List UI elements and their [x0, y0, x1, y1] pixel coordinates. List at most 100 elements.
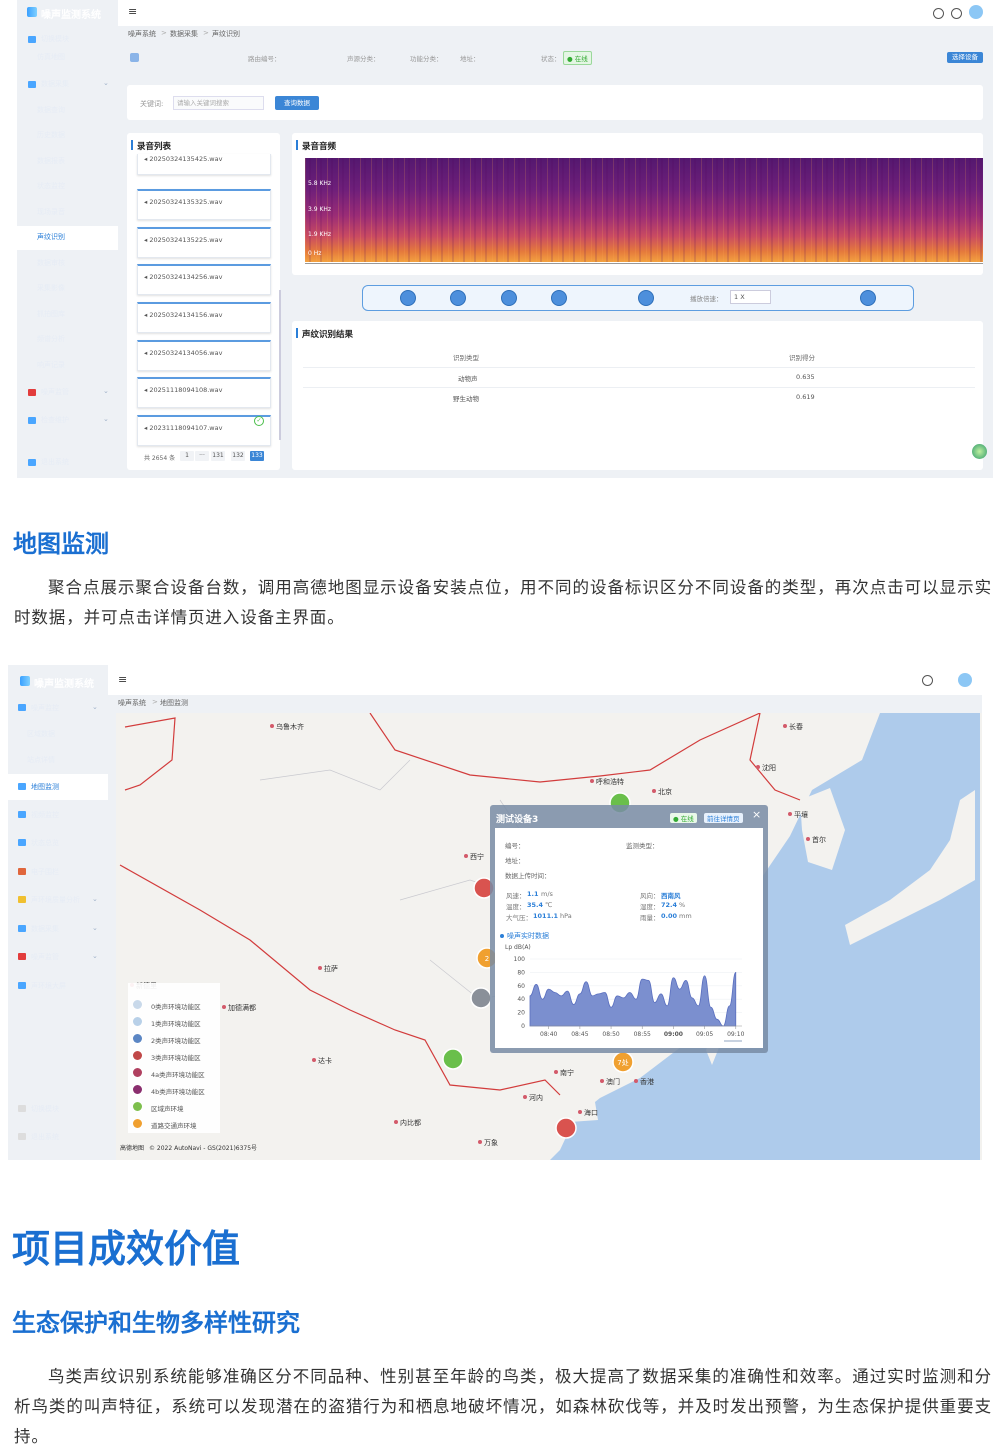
chevron: ⌄	[103, 79, 109, 87]
file-name[interactable]: ◂ 20250324134256.wav	[144, 273, 223, 281]
breadcrumb[interactable]: 地图监测	[160, 699, 188, 707]
freq-label: 0 Hz	[308, 250, 322, 257]
menu-item[interactable]: 检查维护	[41, 416, 69, 424]
file-name[interactable]: ◂ 20250324134056.wav	[144, 349, 223, 357]
breadcrumb-sep: >	[203, 29, 209, 37]
menu-item[interactable]: 历史数据	[37, 131, 65, 139]
file-item	[137, 189, 271, 220]
title-bar	[296, 328, 298, 338]
speed-select[interactable]: 1 X	[730, 290, 771, 304]
menu-item[interactable]: 频谱分析	[37, 335, 65, 343]
menu-item[interactable]: 数据审核	[37, 259, 65, 267]
menu-item[interactable]: 声纹识别	[37, 233, 65, 241]
menu-item[interactable]: 声环境质量分析	[31, 896, 80, 904]
city-label: 香港	[640, 1077, 654, 1086]
breadcrumb[interactable]: 噪声系统	[118, 699, 146, 707]
table-cell: 动物声	[458, 375, 478, 383]
file-name[interactable]: ◂ 20250324135425.wav	[144, 155, 223, 163]
legend-label: 0类声环境功能区	[151, 1003, 201, 1011]
breadcrumb[interactable]: 声纹识别	[212, 30, 240, 38]
menu-item[interactable]: 数据查询	[37, 106, 65, 114]
result-card	[292, 321, 983, 470]
menu-item[interactable]: 数据采集	[31, 925, 59, 933]
icon	[933, 8, 944, 19]
filter-label: 路由编号：	[248, 55, 281, 63]
menu-item[interactable]: 仿真地图	[37, 53, 65, 61]
page-button[interactable]: ···	[195, 451, 209, 461]
chevron: ⌄	[103, 415, 109, 423]
x-tick-label: 09:00	[664, 1031, 683, 1038]
close-button[interactable]: ×	[752, 808, 762, 821]
city-label: 河内	[529, 1093, 543, 1102]
menu-item[interactable]: 切换模块	[41, 35, 69, 43]
menu-item[interactable]: 切换模块	[31, 1105, 59, 1113]
row-line	[303, 367, 975, 368]
x-tick-label: 08:50	[602, 1031, 619, 1038]
weather-label: 风速：	[506, 892, 526, 900]
menu-item[interactable]: 响声记录	[37, 361, 65, 369]
top-bar	[118, 0, 993, 26]
select-button[interactable]: 选择设备	[947, 52, 983, 63]
page-button[interactable]: 132	[231, 451, 245, 461]
file-name[interactable]: ◂ 20251118094108.wav	[144, 386, 223, 394]
city-label: 加德满都	[228, 1003, 256, 1012]
menu-item[interactable]: 区域数据	[27, 730, 55, 738]
player-button[interactable]	[501, 290, 517, 306]
file-name[interactable]: ◂ 20231118094107.wav	[144, 424, 223, 432]
section-heading: 项目成效价值	[12, 1227, 241, 1271]
city-dot	[464, 854, 468, 858]
filter-bar	[127, 44, 993, 71]
spectrogram	[305, 158, 983, 262]
breadcrumb[interactable]: 噪声系统	[128, 30, 156, 38]
breadcrumb[interactable]: 数据采集	[170, 30, 198, 38]
player-button[interactable]	[638, 290, 654, 306]
menu-item[interactable]: 站点详情	[27, 756, 55, 764]
player-button[interactable]	[400, 290, 416, 306]
menu-icon	[28, 459, 36, 466]
menu-item[interactable]: 状态监控	[37, 182, 65, 190]
paragraph: 鸟类声纹识别系统能够准确区分不同品种、性别甚至年龄的鸟类，极大提高了数据采集的准…	[14, 1367, 992, 1446]
city-dot	[783, 724, 787, 728]
menu-item[interactable]: 噪声监管	[41, 388, 69, 396]
breadcrumb-sep: >	[161, 29, 167, 37]
page-button[interactable]: 133	[250, 451, 264, 461]
detail-button[interactable]: 前往详情页	[704, 813, 743, 823]
menu-item[interactable]: 现场录音	[37, 208, 65, 216]
file-name[interactable]: ◂ 20250324135225.wav	[144, 236, 223, 244]
device-marker[interactable]	[555, 1117, 577, 1139]
menu-item[interactable]: 退出系统	[41, 458, 69, 466]
file-name[interactable]: ◂ 20250324135325.wav	[144, 198, 223, 206]
file-item	[137, 227, 271, 258]
player-button[interactable]	[860, 290, 876, 306]
page-button[interactable]: 131	[211, 451, 225, 461]
menu-item[interactable]: 采集影像	[37, 284, 65, 292]
menu-item[interactable]: 噪声监控	[31, 704, 59, 712]
device-marker[interactable]	[470, 987, 492, 1009]
device-marker[interactable]	[442, 1048, 464, 1070]
legend-icon	[133, 1119, 142, 1128]
menu-item[interactable]: 视频监控	[31, 811, 59, 819]
border	[749, 713, 801, 801]
file-name[interactable]: ◂ 20250324134156.wav	[144, 311, 223, 319]
menu-item[interactable]: 噪声监管	[31, 953, 59, 961]
player-button[interactable]	[450, 290, 466, 306]
menu-item[interactable]: 地图监测	[31, 783, 59, 791]
paragraph: 聚合点展示聚合设备台数，调用高德地图显示设备安装点位，用不同的设备标识区分不同设…	[14, 578, 992, 627]
page-button[interactable]: 1	[180, 451, 194, 461]
menu-item[interactable]: 退出系统	[31, 1133, 59, 1141]
menu-item[interactable]: 抓拍图库	[37, 310, 65, 318]
float-button[interactable]	[972, 444, 987, 459]
city-dot	[478, 1140, 482, 1144]
menu-item[interactable]: 状态总览	[31, 839, 59, 847]
keyword-input[interactable]: 请输入关键词搜索	[173, 96, 264, 110]
menu-toggle: ≡	[128, 5, 138, 18]
file-item	[137, 340, 271, 371]
player-button[interactable]	[551, 290, 567, 306]
menu-item[interactable]: 声环境大屏	[31, 982, 66, 990]
freq-label: 3.9 KHz	[308, 206, 332, 213]
y-axis-label: Lp dB(A)	[505, 944, 531, 951]
menu-item[interactable]: 电子围栏	[31, 868, 59, 876]
menu-item[interactable]: 数据报表	[37, 157, 65, 165]
search-button[interactable]: 查询数据	[275, 96, 319, 110]
menu-item[interactable]: 数据采集	[41, 80, 69, 88]
